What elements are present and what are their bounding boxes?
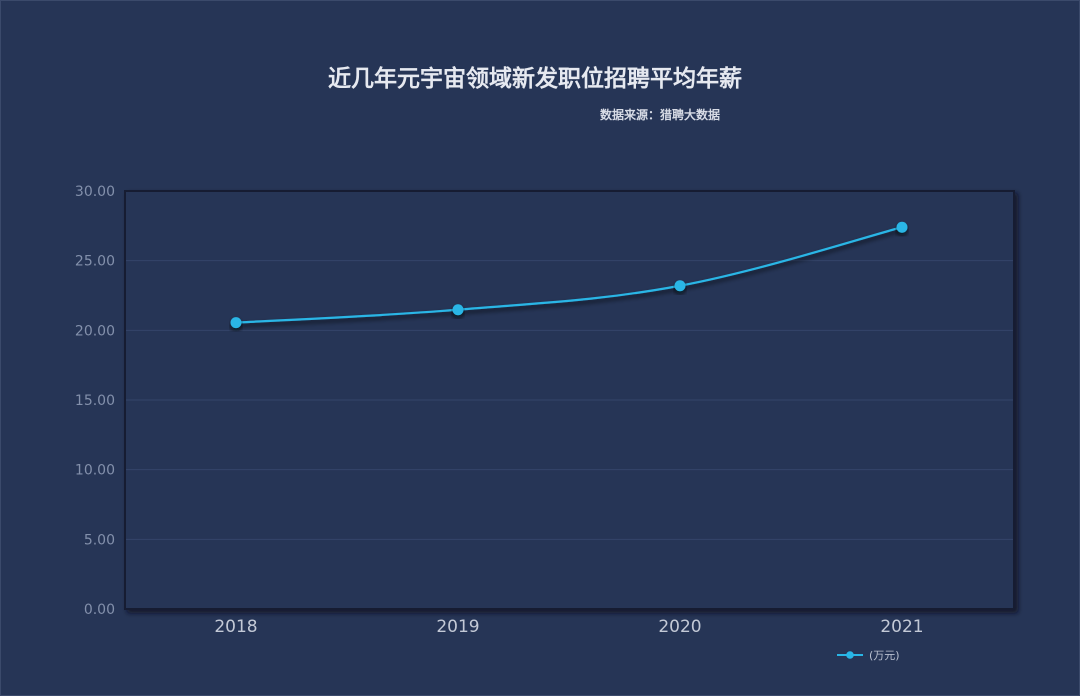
data-point-2020[interactable] bbox=[674, 280, 686, 292]
y-tick-label: 30.00 bbox=[75, 184, 115, 200]
chart-title: 近几年元宇宙领域新发职位招聘平均年薪 bbox=[328, 65, 742, 92]
series-line-0 bbox=[235, 226, 903, 324]
series-lines bbox=[235, 226, 903, 324]
y-tick-label: 15.00 bbox=[75, 393, 115, 409]
legend-label: (万元) bbox=[869, 649, 900, 662]
x-tick-label: 2019 bbox=[436, 617, 479, 637]
y-tick-label: 0.00 bbox=[84, 602, 115, 618]
data-point-2019[interactable] bbox=[452, 304, 464, 316]
x-tick-label: 2018 bbox=[214, 617, 257, 637]
data-point-2021[interactable] bbox=[896, 221, 908, 233]
x-tick-label: 2021 bbox=[880, 617, 923, 637]
legend-marker bbox=[846, 651, 854, 659]
x-tick-label: 2020 bbox=[658, 617, 701, 637]
x-axis-ticks: 2018 2019 2020 2021 bbox=[214, 617, 923, 637]
y-tick-label: 5.00 bbox=[84, 532, 115, 548]
chart-subtitle: 数据来源：猎聘大数据 bbox=[600, 107, 720, 122]
series-points bbox=[230, 221, 908, 329]
y-axis-ticks: 0.00 5.00 10.00 15.00 20.00 25.00 30.00 bbox=[75, 184, 115, 618]
y-tick-label: 25.00 bbox=[75, 254, 115, 270]
gridlines bbox=[126, 260, 1013, 540]
y-tick-label: 10.00 bbox=[75, 463, 115, 479]
y-tick-label: 20.00 bbox=[75, 323, 115, 339]
legend[interactable]: (万元) bbox=[837, 649, 900, 662]
data-point-2018[interactable] bbox=[230, 317, 242, 329]
